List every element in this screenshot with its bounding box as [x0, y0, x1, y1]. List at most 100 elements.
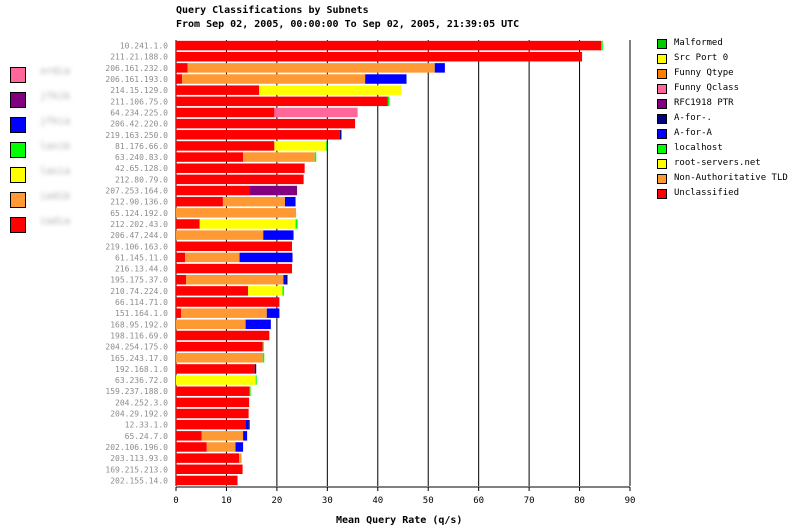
y-tick-label: 219.106.163.0	[105, 242, 168, 251]
y-tick-label: 206.161.232.0	[105, 64, 168, 73]
legend-item: RFC1918 PTR	[657, 98, 797, 113]
x-tick-label: 40	[372, 496, 383, 506]
bar-segment	[176, 375, 256, 385]
bar-segment	[176, 107, 275, 118]
y-tick-label: 219.163.250.0	[105, 131, 168, 140]
legend-item: Funny Qclass	[657, 83, 797, 98]
bar-segment	[176, 130, 340, 140]
bar-segment	[176, 163, 305, 173]
bar-segment	[239, 453, 242, 463]
side-legend-item: jfkib	[10, 89, 90, 114]
side-legend-item: iadib	[10, 189, 90, 214]
y-tick-label: 165.243.17.0	[110, 354, 168, 363]
y-tick-label: 202.155.14.0	[110, 476, 168, 485]
x-tick-label: 90	[625, 496, 636, 506]
y-tick-label: 61.145.11.0	[115, 253, 168, 262]
legend-swatch	[657, 174, 667, 184]
y-tick-label: 207.253.164.0	[105, 187, 168, 196]
side-legend-swatch	[10, 167, 26, 183]
bar-segment	[176, 274, 187, 285]
bar-segment	[176, 96, 388, 107]
bar-segment	[434, 63, 445, 73]
bar-segment	[176, 40, 602, 51]
bar-segment	[284, 196, 296, 207]
chart-title: Query Classifications by Subnets	[176, 5, 369, 16]
bar-segment	[295, 219, 298, 229]
bar-segment	[176, 141, 275, 151]
x-axis-label: Mean Query Rate (q/s)	[336, 515, 463, 526]
legend-label: A-for-A	[674, 128, 712, 138]
legend-swatch	[657, 54, 667, 64]
y-tick-label: 206.42.220.0	[110, 120, 168, 129]
bar-segment	[176, 174, 304, 185]
bar-segment	[176, 185, 250, 196]
bar-segment	[248, 286, 283, 296]
bar-segment	[255, 375, 257, 385]
legend-item: A-for-.	[657, 113, 797, 128]
bar-segment	[176, 364, 255, 374]
side-legend-swatch	[10, 67, 26, 83]
side-legend-label: laxib	[40, 141, 71, 152]
bar-segment	[314, 152, 317, 162]
bar-segment	[282, 286, 284, 296]
legend-swatch	[657, 84, 667, 94]
y-tick-label: 216.13.44.0	[115, 265, 168, 274]
legend-swatch	[657, 189, 667, 199]
bar-segment	[245, 419, 249, 430]
side-legend-item: jfkia	[10, 114, 90, 139]
x-tick-label: 30	[322, 496, 333, 506]
y-tick-label: 63.240.83.0	[115, 153, 168, 162]
bar-segment	[176, 408, 249, 419]
y-tick-label: 214.15.129.0	[110, 86, 168, 95]
x-tick-label: 70	[524, 496, 535, 506]
bar-segment	[176, 286, 249, 296]
y-tick-label: 206.161.193.0	[105, 75, 168, 84]
legend-item: Malformed	[657, 38, 797, 53]
y-tick-label: 206.47.244.0	[110, 231, 168, 240]
side-legend-swatch	[10, 92, 26, 108]
side-legend-item: ordia	[10, 64, 90, 89]
bar-segment	[182, 74, 366, 84]
y-tick-label: 211.21.188.0	[110, 53, 168, 62]
legend-item: localhost	[657, 143, 797, 158]
side-legend-label: laxia	[40, 166, 71, 177]
y-tick-label: 204.254.175.0	[105, 343, 168, 352]
y-tick-label: 10.241.1.0	[120, 42, 168, 51]
side-legend-swatch	[10, 192, 26, 208]
bar-segment	[239, 252, 293, 263]
bar-segment	[387, 96, 390, 107]
bar-segment	[176, 51, 583, 62]
y-tick-label: 210.74.224.0	[110, 287, 168, 296]
bar-segment	[263, 230, 294, 240]
y-tick-label: 65.24.7.0	[125, 432, 169, 441]
y-tick-label: 204.29.192.0	[110, 410, 168, 419]
side-legend-item: laxia	[10, 164, 90, 189]
legend-swatch	[657, 114, 667, 124]
bar-segment	[176, 341, 263, 352]
bar-segment	[176, 386, 250, 396]
x-tick-label: 0	[173, 496, 178, 506]
side-legend-swatch	[10, 117, 26, 133]
bar-segment	[243, 431, 248, 441]
bar-segment	[176, 453, 240, 463]
bar-segment	[249, 386, 251, 396]
y-tick-label: 212.80.79.0	[115, 175, 168, 184]
legend: Malformed Src Port 0 Funny Qtype Funny Qcla…	[657, 38, 797, 203]
bar-segment	[339, 130, 342, 140]
bar-segment	[176, 297, 280, 307]
bar-segment	[274, 107, 358, 118]
y-tick-label: 169.215.213.0	[105, 465, 168, 474]
bar-segment	[176, 263, 293, 274]
y-tick-label: 192.168.1.0	[115, 365, 168, 374]
bar-segment	[176, 319, 246, 330]
bars	[176, 40, 603, 486]
legend-item: root-servers.net	[657, 158, 797, 173]
bar-segment	[201, 431, 244, 441]
legend-item: Unclassified	[657, 188, 797, 203]
legend-label: Src Port 0	[674, 53, 729, 63]
bar-segment	[176, 241, 293, 252]
bar-segment	[249, 185, 298, 196]
legend-label: Malformed	[674, 38, 723, 48]
legend-swatch	[657, 129, 667, 139]
legend-item: Src Port 0	[657, 53, 797, 68]
